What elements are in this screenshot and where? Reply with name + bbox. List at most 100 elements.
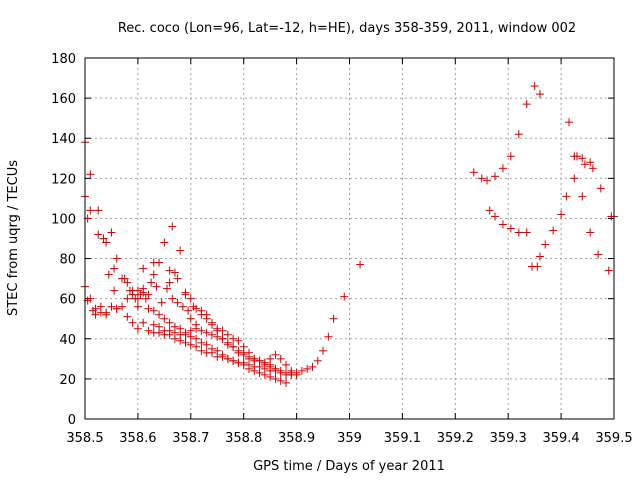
data-point: [86, 206, 95, 215]
data-point: [110, 286, 119, 295]
data-point: [276, 376, 285, 385]
data-point: [173, 298, 182, 307]
data-point: [123, 294, 132, 303]
data-point: [202, 314, 211, 323]
data-point: [483, 176, 492, 185]
data-point: [120, 274, 129, 283]
data-point: [541, 240, 550, 249]
data-point: [139, 284, 148, 293]
data-point: [149, 306, 158, 315]
data-point: [596, 184, 605, 193]
data-point: [102, 310, 111, 319]
x-tick-label: 358.6: [119, 431, 156, 446]
data-point: [202, 340, 211, 349]
data-point: [155, 322, 164, 331]
y-tick-label: 60: [59, 293, 76, 308]
plot-frame: [84, 57, 615, 420]
x-tick-label: 358.8: [225, 431, 262, 446]
data-point: [125, 286, 134, 295]
data-point: [157, 298, 166, 307]
x-tick-label: 358.7: [172, 431, 209, 446]
data-point: [562, 192, 571, 201]
y-tick-labels: 0 20 40 60 80 100 120 140 160 180: [51, 52, 76, 428]
data-point: [149, 320, 158, 329]
x-tick-label: 359.5: [595, 431, 632, 446]
data-point: [144, 304, 153, 313]
data-point: [218, 334, 227, 343]
data-point: [94, 230, 103, 239]
data-point: [218, 326, 227, 335]
data-point: [202, 328, 211, 337]
x-tick-label: 359.2: [437, 431, 474, 446]
data-points: [81, 82, 618, 387]
data-point: [176, 246, 185, 255]
data-point: [197, 346, 206, 355]
data-point: [112, 304, 121, 313]
data-point: [141, 294, 150, 303]
data-point: [173, 274, 182, 283]
data-point: [133, 324, 142, 333]
data-point: [186, 294, 195, 303]
x-tick-labels: 358.5 358.6 358.7 358.8 358.9 359 359.1 359.2 35…: [66, 431, 632, 446]
data-point: [170, 268, 179, 277]
data-point: [112, 254, 121, 263]
data-point: [522, 100, 531, 109]
data-point: [276, 354, 285, 363]
data-point: [506, 152, 515, 161]
data-point: [490, 172, 499, 181]
data-point: [107, 228, 116, 237]
data-point: [490, 212, 499, 221]
data-point: [498, 220, 507, 229]
data-point: [165, 278, 174, 287]
data-point: [186, 314, 195, 323]
data-point: [186, 326, 195, 335]
data-point: [282, 360, 291, 369]
y-tick-label: 160: [51, 92, 76, 107]
y-tick-label: 40: [59, 333, 76, 348]
data-point: [152, 282, 161, 291]
y-tick-label: 100: [51, 212, 76, 227]
data-point: [223, 354, 232, 363]
y-tick-label: 20: [59, 373, 76, 388]
data-point: [287, 366, 296, 375]
data-point: [234, 348, 243, 357]
data-point: [594, 250, 603, 259]
data-point: [213, 324, 222, 333]
data-point: [147, 278, 156, 287]
data-point: [549, 226, 558, 235]
data-point: [292, 370, 301, 379]
data-point: [271, 350, 280, 359]
data-point: [91, 310, 100, 319]
data-point: [514, 228, 523, 237]
x-tick-label: 359: [337, 431, 362, 446]
data-point: [207, 320, 216, 329]
data-point: [128, 318, 137, 327]
data-point: [123, 278, 132, 287]
data-point: [578, 154, 587, 163]
data-point: [485, 206, 494, 215]
x-tick-label: 359.1: [384, 431, 421, 446]
data-point: [162, 284, 171, 293]
data-point: [155, 310, 164, 319]
data-point: [324, 332, 333, 341]
data-point: [239, 350, 248, 359]
y-axis-label: STEC from uqrg / TECUs: [6, 160, 21, 316]
data-point: [522, 228, 531, 237]
data-point: [168, 294, 177, 303]
data-point: [565, 118, 574, 127]
x-axis-label: GPS time / Days of year 2011: [253, 459, 445, 474]
data-point: [329, 314, 338, 323]
data-point: [207, 330, 216, 339]
data-point: [260, 360, 269, 369]
data-point: [133, 302, 142, 311]
data-point: [498, 164, 507, 173]
data-point: [234, 336, 243, 345]
data-point: [586, 158, 595, 167]
data-point: [155, 258, 164, 267]
data-point: [586, 228, 595, 237]
data-point: [197, 310, 206, 319]
grid-lines: [85, 58, 614, 419]
data-point: [160, 238, 169, 247]
data-point: [572, 152, 581, 161]
